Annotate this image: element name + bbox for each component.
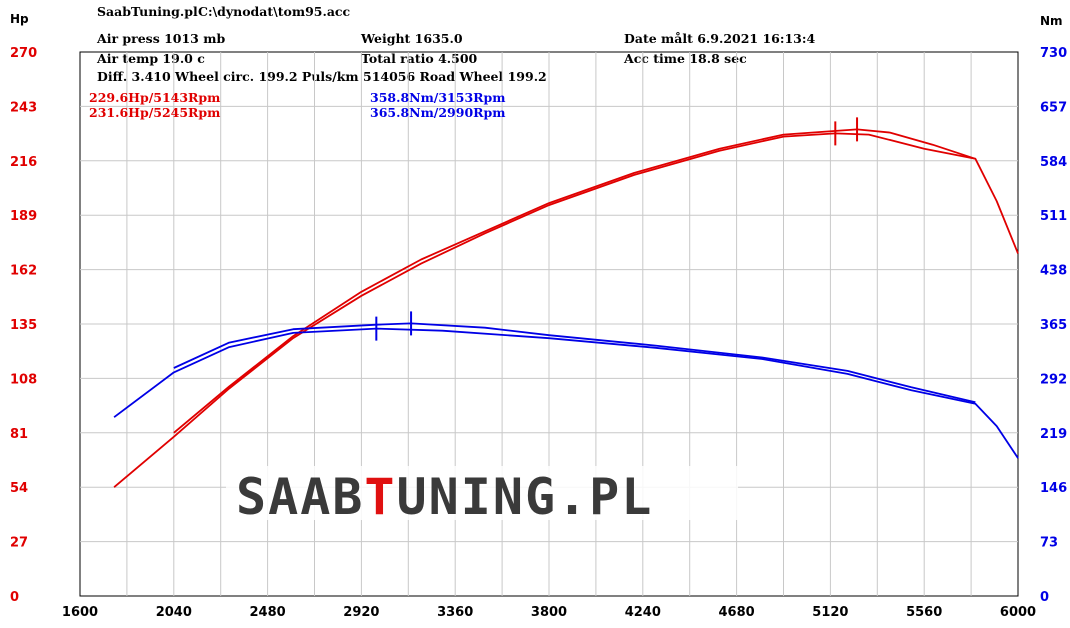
diff-line: Diff. 3.410 Wheel circ. 199.2 Puls/km 51… (97, 69, 547, 84)
x-tick-label: 3360 (437, 605, 473, 620)
peak-torque-2: 365.8Nm/2990Rpm (370, 105, 506, 120)
logo-text-pre: SAAB (236, 468, 364, 526)
y-left-tick-label: 81 (10, 427, 28, 442)
peak-torque-1: 358.8Nm/3153Rpm (370, 90, 506, 105)
y-right-tick-label: 73 (1040, 536, 1058, 551)
y-left-tick-label: 135 (10, 318, 37, 333)
x-tick-label: 1600 (62, 605, 98, 620)
axis-ticks: 1600 2040 2480 2920 3360 3800 4240 4680 5120 5560… (10, 46, 1067, 620)
file-path: C:\dynodat\tom95.acc (198, 4, 351, 19)
svg-text:SAABTUNING.PL: SAABTUNING.PL (236, 468, 653, 526)
x-tick-label: 3800 (531, 605, 567, 620)
peak-power-1: 229.6Hp/5143Rpm (89, 90, 220, 105)
y-right-tick-label: 0 (1040, 590, 1049, 605)
y-left-tick-label: 243 (10, 100, 37, 115)
y-right-tick-label: 292 (1040, 372, 1067, 387)
total-ratio: Total ratio 4.500 (361, 51, 478, 66)
y-right-tick-label: 730 (1040, 46, 1067, 61)
y-left-tick-label: 108 (10, 372, 37, 387)
y-left-tick-label: 270 (10, 46, 37, 61)
air-temp: Air temp 19.0 c (96, 51, 205, 66)
y-right-tick-label: 365 (1040, 318, 1067, 333)
air-press: Air press 1013 mb (96, 31, 225, 46)
y-left-tick-label: 27 (10, 536, 28, 551)
logo-text-accent: T (364, 468, 396, 526)
x-tick-label: 2920 (343, 605, 379, 620)
power-curve-2 (173, 128, 976, 434)
x-tick-label: 4680 (719, 605, 755, 620)
site-name: SaabTuning.pl (97, 4, 198, 19)
date: Date målt 6.9.2021 16:13:4 (624, 31, 815, 46)
x-tick-label: 4240 (625, 605, 661, 620)
y-left-tick-label: 54 (10, 481, 28, 496)
y-right-tick-label: 219 (1040, 427, 1067, 442)
x-tick-label: 5120 (812, 605, 848, 620)
y-left-tick-label: 189 (10, 209, 37, 224)
y-right-tick-label: 438 (1040, 264, 1067, 279)
torque-curve-4 (173, 322, 976, 404)
y-right-tick-label: 146 (1040, 481, 1067, 496)
power-curve-1 (113, 132, 1019, 488)
torque-curve-3 (113, 327, 1019, 459)
x-tick-label: 6000 (1000, 605, 1036, 620)
y-right-unit: Nm (1040, 14, 1063, 28)
y-right-tick-label: 584 (1040, 155, 1067, 170)
y-left-tick-label: 216 (10, 155, 37, 170)
y-right-tick-label: 511 (1040, 209, 1067, 224)
acc-time: Acc time 18.8 sec (623, 51, 747, 66)
y-left-unit: Hp (10, 12, 29, 26)
saabtuning-logo: SAABTUNING.PL (226, 466, 738, 526)
peak-power-2: 231.6Hp/5245Rpm (89, 105, 220, 120)
x-tick-label: 5560 (906, 605, 942, 620)
weight: Weight 1635.0 (360, 31, 463, 46)
logo-text-post: UNING.PL (397, 468, 654, 526)
y-left-tick-label: 0 (10, 590, 19, 605)
series-group (113, 128, 1019, 488)
x-tick-label: 2040 (156, 605, 192, 620)
peak-markers (375, 117, 859, 341)
y-left-tick-label: 162 (10, 264, 37, 279)
x-tick-label: 2480 (250, 605, 286, 620)
y-right-tick-label: 657 (1040, 100, 1067, 115)
